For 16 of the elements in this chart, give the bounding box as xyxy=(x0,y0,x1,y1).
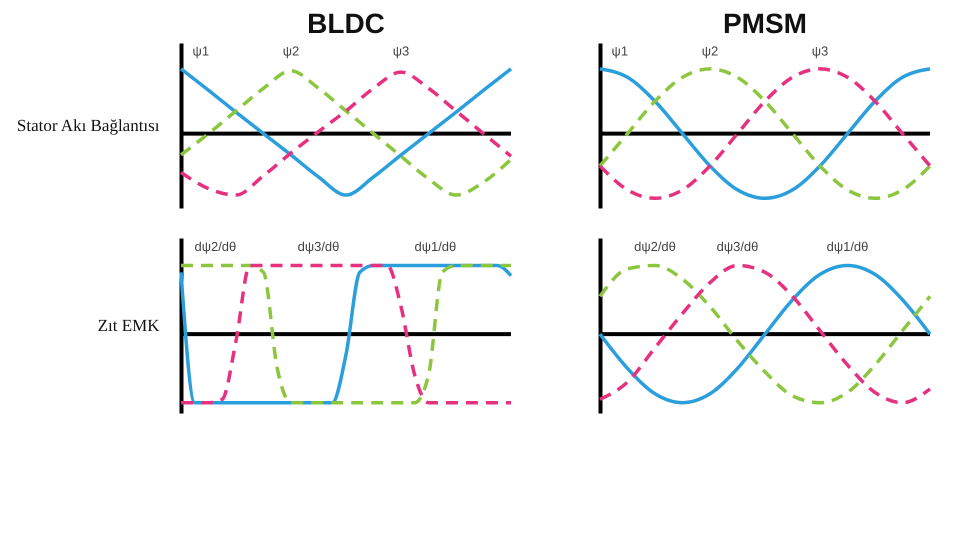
chart-title: BLDC xyxy=(307,8,385,39)
series-label: ψ1 xyxy=(192,43,210,58)
series-label: dψ2/dθ xyxy=(194,238,236,254)
series-label: ψ3 xyxy=(392,43,410,58)
series-label: dψ3/dθ xyxy=(716,238,758,254)
series-label: ψ1 xyxy=(612,43,628,58)
series-label: ψ2 xyxy=(282,43,300,58)
y-axis-title: Zıt EMK xyxy=(98,316,160,335)
series-label: dψ3/dθ xyxy=(298,238,340,254)
y-axis-title: Stator Akı Bağlantısı xyxy=(16,116,160,135)
series-label: ψ3 xyxy=(812,43,828,58)
series-label: dψ1/dθ xyxy=(414,238,456,254)
series-label: dψ2/dθ xyxy=(634,238,676,254)
series-label: ψ2 xyxy=(702,43,718,58)
chart-title: PMSM xyxy=(723,8,807,39)
series-label: dψ1/dθ xyxy=(826,238,868,254)
